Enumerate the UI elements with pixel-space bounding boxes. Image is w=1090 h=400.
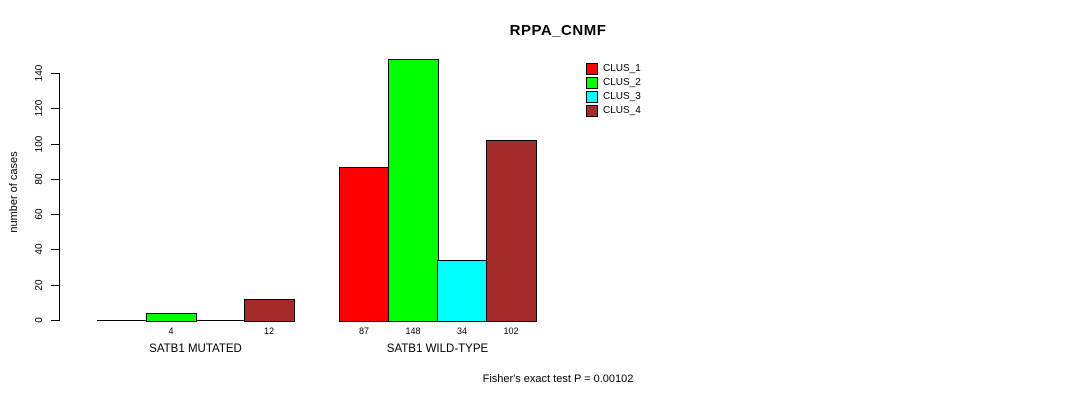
legend-swatch-clus_4 bbox=[586, 105, 598, 117]
legend-row-clus_3: CLUS_3 bbox=[586, 90, 641, 104]
y-axis-title: number of cases bbox=[8, 151, 20, 233]
chart-title: RPPA_CNMF bbox=[509, 22, 607, 39]
y-tick-60 bbox=[51, 214, 59, 215]
bar-clus_4-group1 bbox=[244, 299, 295, 322]
y-tick-label-80: 80 bbox=[34, 173, 45, 185]
y-tick-40 bbox=[51, 249, 59, 250]
y-tick-20 bbox=[51, 285, 59, 286]
bar-clus_1-group2 bbox=[339, 167, 390, 322]
legend-label-clus_1: CLUS_1 bbox=[603, 63, 641, 74]
bar-clus_2-group1 bbox=[146, 313, 197, 322]
bar-clus_3-group2 bbox=[437, 260, 488, 322]
group-label-1: SATB1 MUTATED bbox=[149, 343, 242, 355]
legend-label-clus_2: CLUS_2 bbox=[603, 77, 641, 88]
bar-value-clus_2-group2: 148 bbox=[405, 326, 421, 336]
y-tick-0 bbox=[51, 320, 59, 321]
y-tick-140 bbox=[51, 73, 59, 74]
legend-swatch-clus_2 bbox=[586, 77, 598, 89]
group-label-2: SATB1 WILD-TYPE bbox=[386, 343, 489, 355]
legend: CLUS_1 CLUS_2 CLUS_3 CLUS_4 bbox=[586, 62, 641, 118]
legend-swatch-clus_1 bbox=[586, 63, 598, 75]
bar-value-clus_2-group1: 4 bbox=[168, 326, 174, 336]
y-tick-120 bbox=[51, 108, 59, 109]
y-tick-label-100: 100 bbox=[34, 135, 45, 153]
y-tick-label-20: 20 bbox=[34, 279, 45, 291]
bar-value-clus_4-group2: 102 bbox=[503, 326, 519, 336]
bar-value-clus_1-group2: 87 bbox=[358, 326, 369, 336]
legend-label-clus_3: CLUS_3 bbox=[603, 91, 641, 102]
legend-label-clus_4: CLUS_4 bbox=[603, 105, 641, 116]
fisher-test-annotation: Fisher's exact test P = 0.00102 bbox=[482, 373, 634, 385]
y-axis-line bbox=[59, 73, 60, 321]
y-tick-80 bbox=[51, 179, 59, 180]
y-tick-label-120: 120 bbox=[34, 99, 45, 117]
legend-row-clus_2: CLUS_2 bbox=[586, 76, 641, 90]
y-tick-label-140: 140 bbox=[34, 64, 45, 82]
y-tick-label-0: 0 bbox=[34, 317, 45, 323]
legend-swatch-clus_3 bbox=[586, 91, 598, 103]
bar-clus_2-group2 bbox=[388, 59, 439, 322]
bar-clus_4-group2 bbox=[486, 140, 537, 322]
bar-value-clus_3-group2: 34 bbox=[456, 326, 467, 336]
y-tick-label-60: 60 bbox=[34, 208, 45, 220]
y-tick-100 bbox=[51, 144, 59, 145]
legend-row-clus_4: CLUS_4 bbox=[586, 104, 641, 118]
y-tick-label-40: 40 bbox=[34, 243, 45, 255]
bar-value-clus_4-group1: 12 bbox=[263, 326, 274, 336]
legend-row-clus_1: CLUS_1 bbox=[586, 62, 641, 76]
